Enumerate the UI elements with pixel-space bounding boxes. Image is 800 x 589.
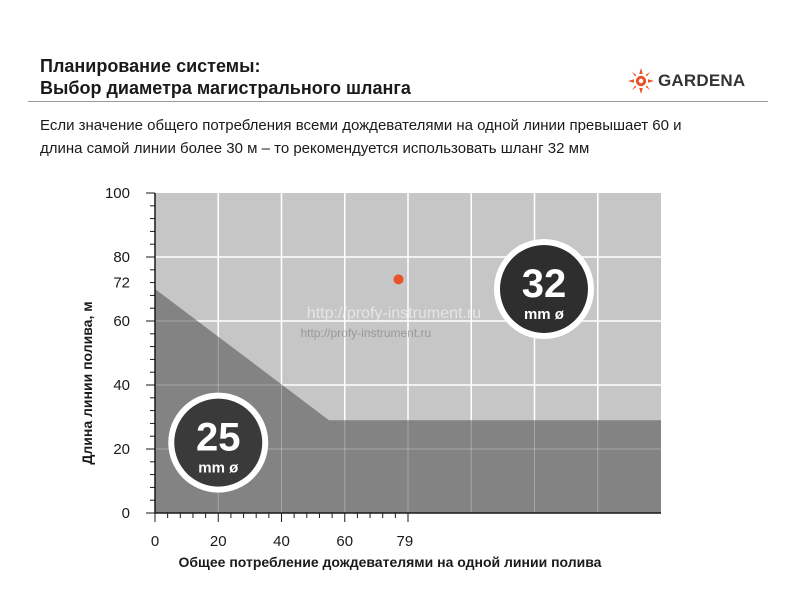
y-axis-title: Длина линии полива, м — [79, 301, 95, 464]
recommendation-text-line2: длина самой линии более 30 м – то рекоме… — [40, 140, 590, 157]
x-tick-label: 40 — [273, 533, 290, 550]
watermark-small: http://profy-instrument.ru — [300, 326, 431, 340]
x-tick-label: 0 — [151, 533, 159, 550]
y-tick-label: 40 — [113, 377, 130, 394]
watermark-large: http://profy-instrument.ru — [307, 305, 481, 322]
y-tick-label: 72 — [113, 275, 130, 292]
y-tick-label: 80 — [113, 249, 130, 266]
page-title-line2: Выбор диаметра магистрального шланга — [40, 78, 411, 98]
brand-name: GARDENA — [658, 71, 746, 90]
y-tick-label: 100 — [105, 185, 130, 202]
gardena-logo: GARDENA — [628, 64, 745, 98]
page-title-line1: Планирование системы: — [40, 56, 261, 76]
x-tick-label: 60 — [336, 533, 353, 550]
badge-unit: mm ø — [198, 460, 239, 477]
x-axis-title: Общее потребление дождевателями на одной… — [179, 554, 602, 570]
header-divider — [28, 101, 768, 102]
badge-disc — [174, 398, 263, 487]
region-25mm — [155, 289, 661, 513]
badge-number: 32 — [522, 262, 567, 306]
y-tick-label: 0 — [122, 505, 130, 522]
gardena-sun-icon — [628, 68, 654, 94]
x-tick-label: 20 — [210, 533, 227, 550]
badge-disc — [499, 245, 588, 333]
y-tick-label: 60 — [113, 313, 130, 330]
recommendation-text-line1: Если значение общего потребления всеми д… — [40, 117, 682, 134]
y-tick-label: 20 — [113, 441, 130, 458]
badge-unit: mm ø — [524, 306, 565, 323]
data-point — [393, 274, 404, 285]
badge-number: 25 — [196, 416, 241, 460]
x-tick-label: 79 — [396, 533, 413, 550]
